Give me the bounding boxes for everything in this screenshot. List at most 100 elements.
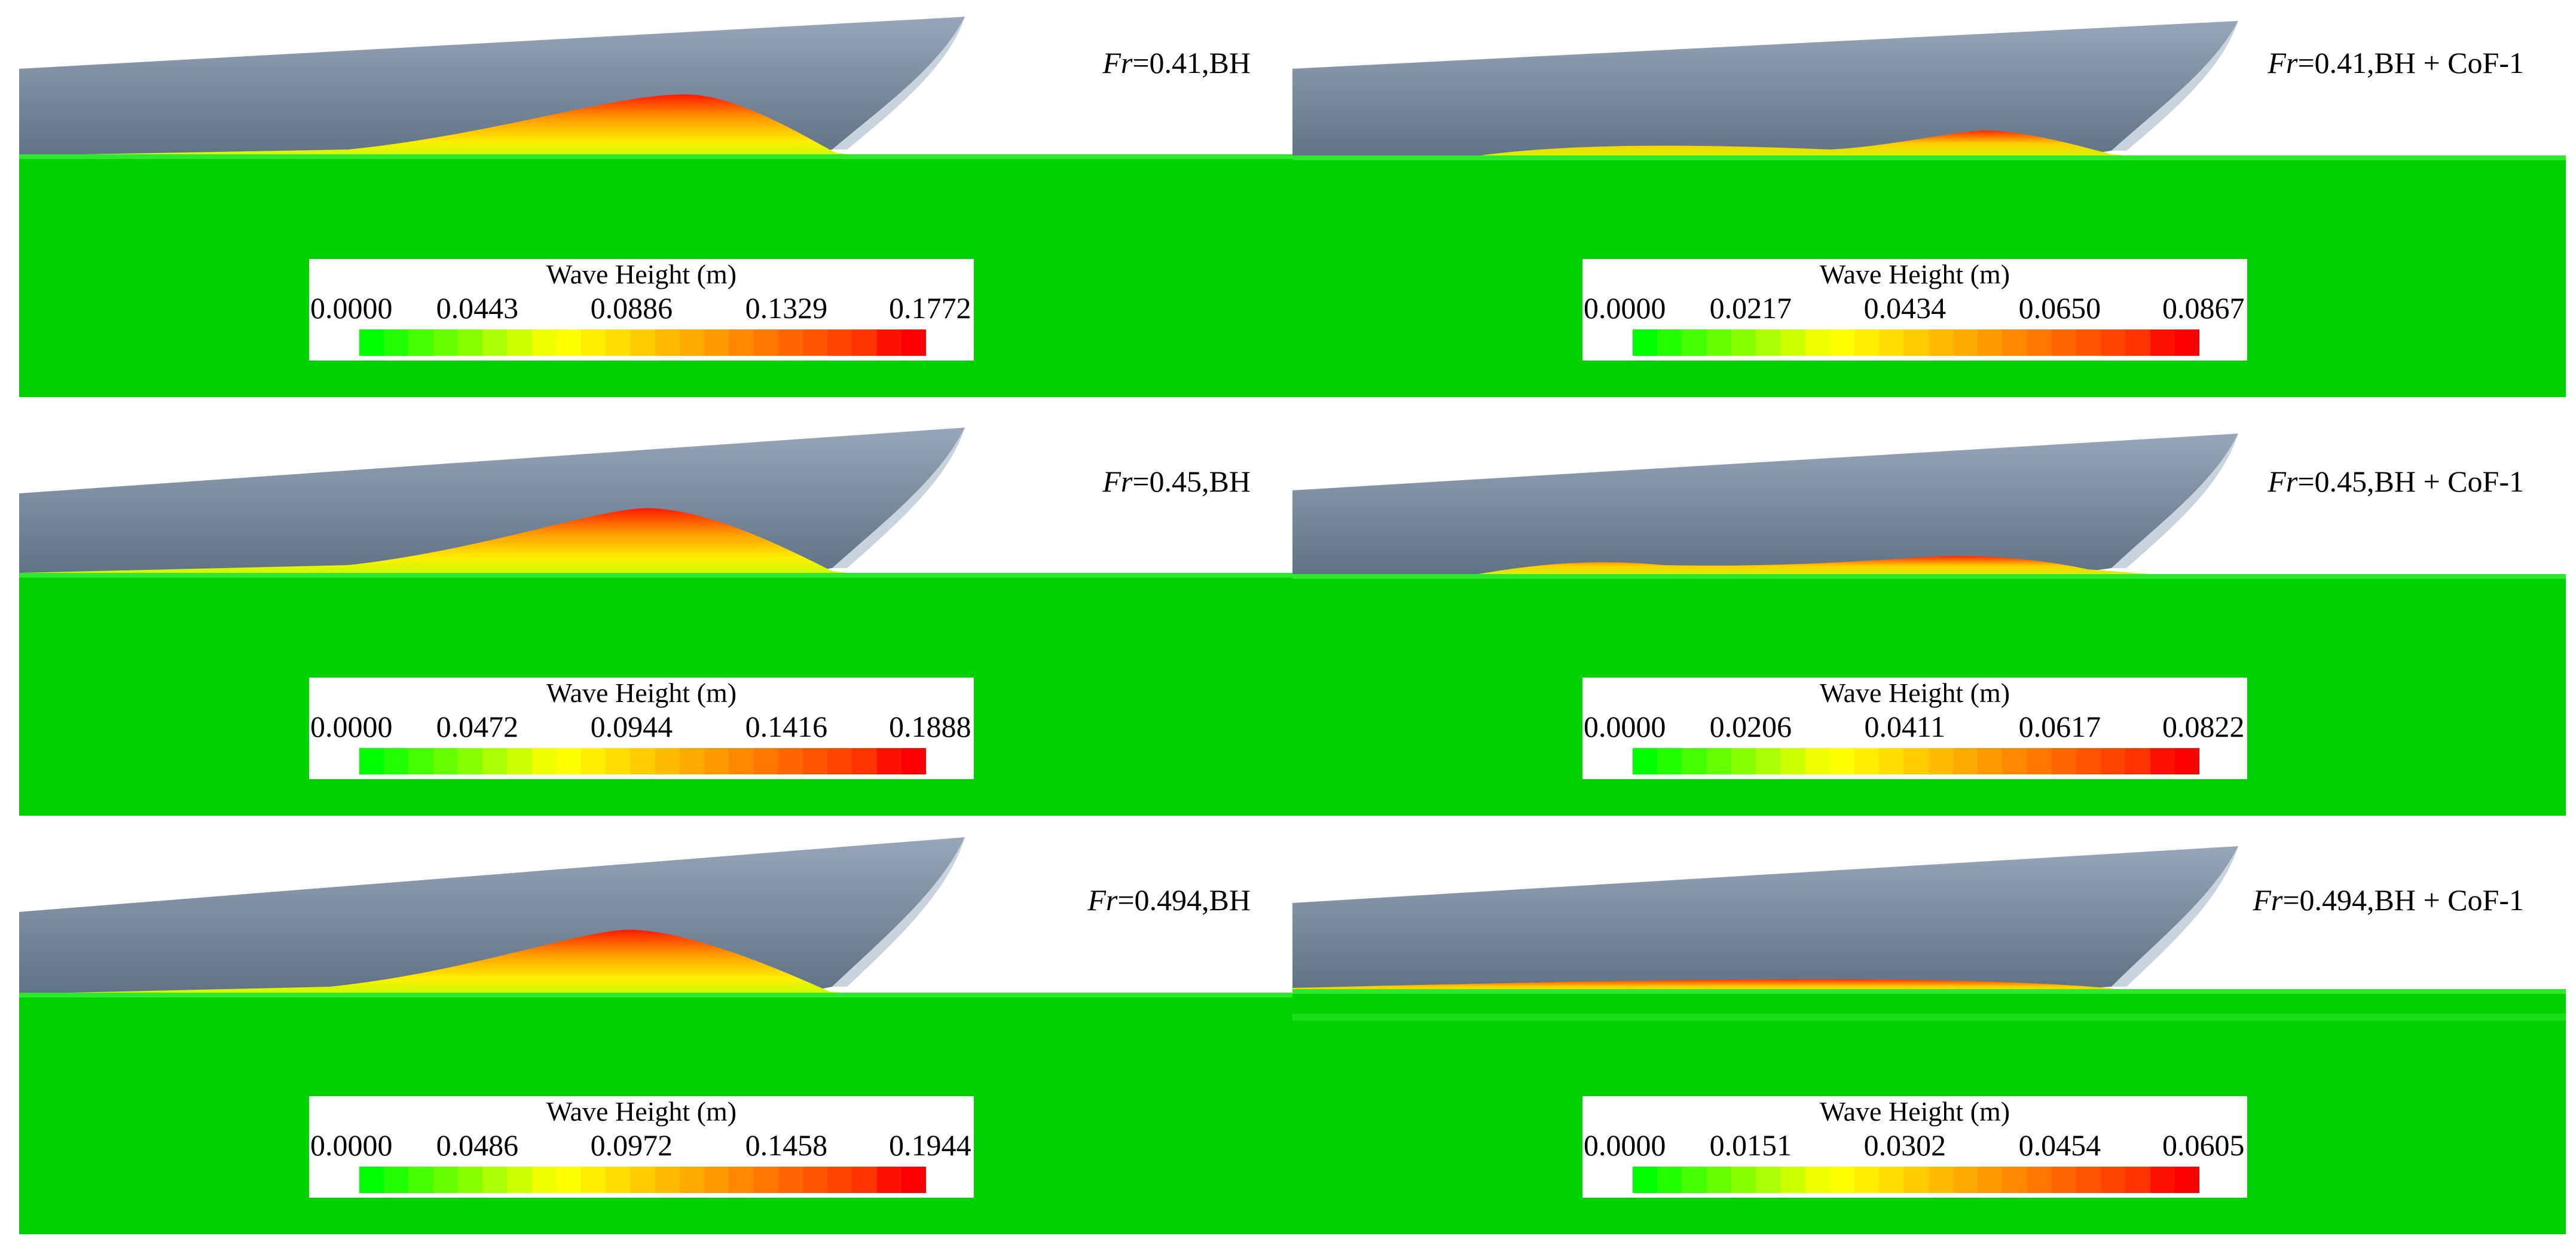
color-scale-swatch [580, 1167, 606, 1193]
color-scale-swatch [778, 329, 803, 356]
color-scale-swatch [2125, 1167, 2150, 1193]
legend-tick: 0.0000 [1584, 291, 1666, 325]
color-scale-swatch [433, 748, 458, 774]
color-scale-swatch [2101, 1167, 2126, 1193]
case-label: Fr=0.494,BH + CoF-1 [2253, 883, 2524, 917]
color-scale-swatch [384, 748, 409, 774]
color-scale-swatch [408, 1167, 433, 1193]
color-scale-swatch [556, 748, 581, 774]
panel-fr0494-cof: Fr=0.494,BH + CoF-1 Wave Height (m) 0.00… [1292, 837, 2566, 1234]
color-scale-swatch [531, 329, 557, 356]
color-scale-swatch [507, 748, 532, 774]
color-scale-swatch [1952, 748, 1978, 774]
color-scale-swatch [704, 1167, 729, 1193]
color-scale-swatch [778, 748, 803, 774]
legend-tick: 0.0454 [2018, 1128, 2101, 1162]
color-scale-swatch [2002, 748, 2027, 774]
color-scale-bar [1633, 748, 2200, 774]
color-scale-swatch [433, 329, 458, 356]
color-scale-swatch [2027, 748, 2052, 774]
color-scale-swatch [802, 329, 828, 356]
color-scale-swatch [2051, 1167, 2076, 1193]
color-scale-swatch [1633, 748, 1658, 774]
legend-tick: 0.0000 [310, 710, 393, 743]
color-scale-swatch [729, 748, 754, 774]
color-scale-swatch [1978, 329, 2003, 356]
color-scale-swatch [753, 329, 778, 356]
color-scale-swatch [359, 1167, 384, 1193]
color-legend: Wave Height (m) 0.0000 0.0486 0.0972 0.1… [309, 1096, 974, 1198]
panel-fr041-cof: Fr=0.41,BH + CoF-1 Wave Height (m) 0.000… [1292, 0, 2566, 397]
color-scale-swatch [1928, 329, 1953, 356]
color-scale-swatch [457, 1167, 483, 1193]
color-scale-swatch [482, 329, 508, 356]
legend-tick: 0.0000 [1584, 710, 1666, 743]
case-label: Fr=0.41,BH [1102, 46, 1251, 80]
color-scale-swatch [482, 1167, 508, 1193]
color-scale-swatch [753, 748, 778, 774]
color-scale-swatch [1805, 329, 1830, 356]
color-scale-swatch [876, 748, 902, 774]
legend-tick: 0.1944 [889, 1128, 971, 1162]
hull-shape [1292, 846, 2238, 991]
color-scale-swatch [729, 329, 754, 356]
color-scale-swatch [1952, 1167, 1978, 1193]
color-scale-swatch [1805, 748, 1830, 774]
color-scale-swatch [2150, 1167, 2175, 1193]
color-scale-swatch [2076, 748, 2101, 774]
legend-title: Wave Height (m) [1819, 1096, 2010, 1127]
legend-tick: 0.1888 [889, 710, 971, 743]
color-scale-swatch [1903, 1167, 1929, 1193]
legend-tick: 0.0472 [436, 710, 519, 743]
color-scale-swatch [1731, 748, 1756, 774]
color-scale-swatch [1854, 1167, 1880, 1193]
color-scale-swatch [2002, 1167, 2027, 1193]
color-legend: Wave Height (m) 0.0000 0.0443 0.0886 0.1… [309, 259, 974, 361]
color-scale-swatch [655, 1167, 680, 1193]
color-scale-bar [1633, 329, 2200, 356]
color-scale-swatch [876, 329, 902, 356]
color-scale-swatch [556, 1167, 581, 1193]
color-scale-swatch [1879, 1167, 1904, 1193]
color-scale-swatch [802, 1167, 828, 1193]
color-scale-swatch [2076, 329, 2101, 356]
color-scale-swatch [1829, 748, 1854, 774]
color-scale-swatch [852, 748, 877, 774]
legend-tick: 0.0617 [2018, 710, 2101, 743]
color-scale-swatch [1978, 748, 2003, 774]
legend-ticks: 0.0000 0.0151 0.0302 0.0454 0.0605 [1582, 1127, 2247, 1163]
color-legend: Wave Height (m) 0.0000 0.0206 0.0411 0.0… [1582, 678, 2247, 779]
color-scale-swatch [655, 748, 680, 774]
color-scale-swatch [630, 329, 655, 356]
legend-ticks: 0.0000 0.0206 0.0411 0.0617 0.0822 [1582, 709, 2247, 745]
color-scale-swatch [580, 329, 606, 356]
color-scale-swatch [704, 329, 729, 356]
color-scale-swatch [1879, 329, 1904, 356]
color-scale-swatch [852, 1167, 877, 1193]
wave-crest [19, 508, 868, 579]
color-scale-swatch [1657, 748, 1682, 774]
wave-crest [1472, 130, 2159, 159]
color-scale-swatch [2125, 748, 2150, 774]
panel-fr0494-bh: Fr=0.494,BH Wave Height (m) 0.0000 0.048… [19, 837, 1292, 1234]
color-scale-swatch [507, 329, 532, 356]
legend-tick: 0.0206 [1709, 710, 1792, 743]
color-scale-swatch [606, 748, 631, 774]
color-scale-swatch [1682, 329, 1707, 356]
color-scale-swatch [1706, 329, 1731, 356]
legend-tick: 0.0443 [436, 291, 519, 325]
color-scale-swatch [1756, 1167, 1781, 1193]
panel-fr045-bh: Fr=0.45,BH Wave Height (m) 0.0000 0.0472… [19, 419, 1292, 816]
color-scale-swatch [1805, 1167, 1830, 1193]
color-scale-swatch [1829, 1167, 1854, 1193]
panel-fr041-bh: Fr=0.41,BH Wave Height (m) 0.0000 0.0443… [19, 0, 1292, 397]
wave-crest [19, 929, 868, 999]
color-scale-swatch [655, 329, 680, 356]
color-scale-swatch [679, 329, 705, 356]
legend-tick: 0.0605 [2162, 1128, 2245, 1162]
color-scale-swatch [1780, 329, 1805, 356]
legend-tick: 0.0434 [1863, 291, 1946, 325]
color-scale-swatch [2051, 329, 2076, 356]
legend-tick: 0.0867 [2162, 291, 2245, 325]
color-scale-swatch [630, 1167, 655, 1193]
